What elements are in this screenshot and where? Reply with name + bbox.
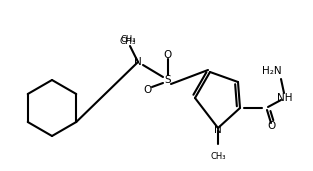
Text: NH: NH: [277, 93, 293, 103]
Text: N: N: [214, 125, 222, 135]
Text: S: S: [165, 75, 171, 85]
Text: N: N: [134, 57, 142, 67]
Text: CH₃: CH₃: [120, 37, 136, 47]
Text: O: O: [164, 50, 172, 60]
Text: O: O: [268, 121, 276, 131]
Text: O: O: [144, 85, 152, 95]
Text: H₂N: H₂N: [262, 66, 282, 76]
Text: CH₃: CH₃: [210, 152, 226, 161]
Text: CH₃: CH₃: [120, 36, 136, 44]
